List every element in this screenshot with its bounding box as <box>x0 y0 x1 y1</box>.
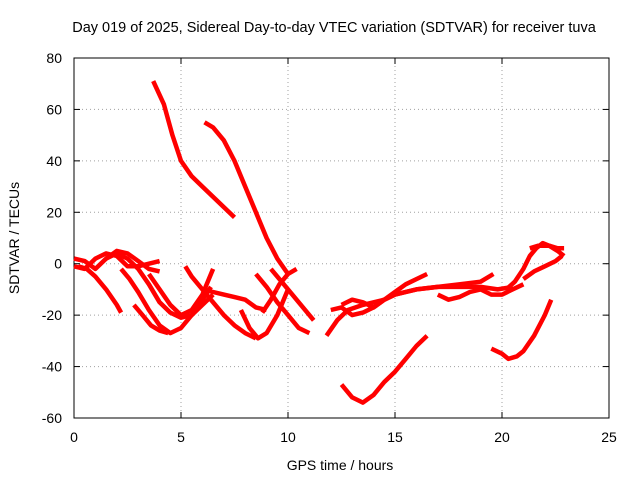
series-line-s10 <box>147 268 216 318</box>
series-line-s11 <box>201 287 268 313</box>
y-tick-label: -60 <box>42 410 62 426</box>
series-line-s22 <box>504 240 566 292</box>
y-axis-label: SDTVAR / TECUs <box>6 182 22 294</box>
x-tick-label: 10 <box>280 429 296 445</box>
x-tick-label: 20 <box>494 429 510 445</box>
series-line-s16 <box>339 334 429 405</box>
x-tick-label: 0 <box>70 429 78 445</box>
series-line-s1 <box>151 80 237 220</box>
x-tick-label: 25 <box>601 429 617 445</box>
series-line-s4 <box>73 251 161 272</box>
y-tick-label: 80 <box>46 50 62 66</box>
y-tick-label: 40 <box>46 153 62 169</box>
axis-ticks: 0 5 10 15 20 25 80 60 40 20 0 -20 -40 -60 <box>42 50 617 445</box>
series-line-s7 <box>119 267 213 336</box>
x-tick-label: 5 <box>177 429 185 445</box>
series-line-s12 <box>238 288 291 341</box>
series-line-s19 <box>330 284 514 318</box>
y-tick-label: -40 <box>42 359 62 375</box>
y-tick-label: 60 <box>46 101 62 117</box>
series-line-s9 <box>183 265 257 341</box>
series-line-s13 <box>260 266 298 314</box>
data-series <box>73 80 566 405</box>
series-line-s24 <box>529 243 565 251</box>
series-line-s23 <box>522 254 564 281</box>
series-line-s20 <box>436 282 525 302</box>
y-tick-label: 20 <box>46 204 62 220</box>
series-line-s5 <box>77 264 124 314</box>
series-line-s2 <box>203 120 290 276</box>
y-tick-label: 0 <box>54 256 62 272</box>
x-axis-label: GPS time / hours <box>287 457 394 473</box>
series-line-s21 <box>490 298 554 362</box>
series-line-s8 <box>132 303 169 336</box>
y-tick-label: -20 <box>42 307 62 323</box>
chart-title: Day 019 of 2025, Sidereal Day-to-day VTE… <box>72 20 596 36</box>
grid-lines <box>74 58 609 418</box>
series-line-s15 <box>269 267 316 322</box>
plot-frame <box>73 57 610 419</box>
series-line-s14 <box>254 272 311 336</box>
x-tick-label: 15 <box>387 429 403 445</box>
